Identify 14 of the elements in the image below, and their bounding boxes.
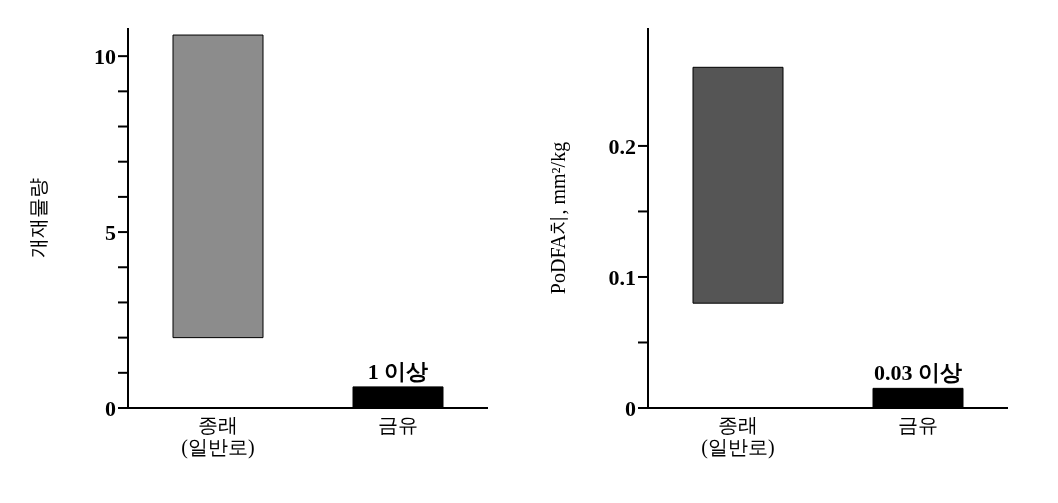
annotation: 0.03 이상 — [874, 360, 962, 386]
x-tick-label: 금유 — [378, 414, 418, 436]
y-axis-title: 개재물량 — [27, 178, 50, 258]
y-tick-label: 0 — [105, 395, 116, 421]
x-tick-label: 종래 (일반로) — [181, 414, 255, 459]
y-tick-label: 10 — [94, 43, 116, 69]
x-tick-label: 종래 (일반로) — [701, 414, 775, 459]
x-tick-label: 금유 — [898, 414, 938, 436]
y-axis-title: PoDFA치, mm²/kg — [547, 141, 571, 295]
y-tick-label: 5 — [105, 219, 116, 245]
y-tick-label: 0.1 — [608, 264, 636, 290]
y-tick-label: 0 — [625, 395, 636, 421]
y-tick-label: 0.2 — [608, 133, 636, 159]
annotation: 1 이상 — [367, 358, 429, 384]
